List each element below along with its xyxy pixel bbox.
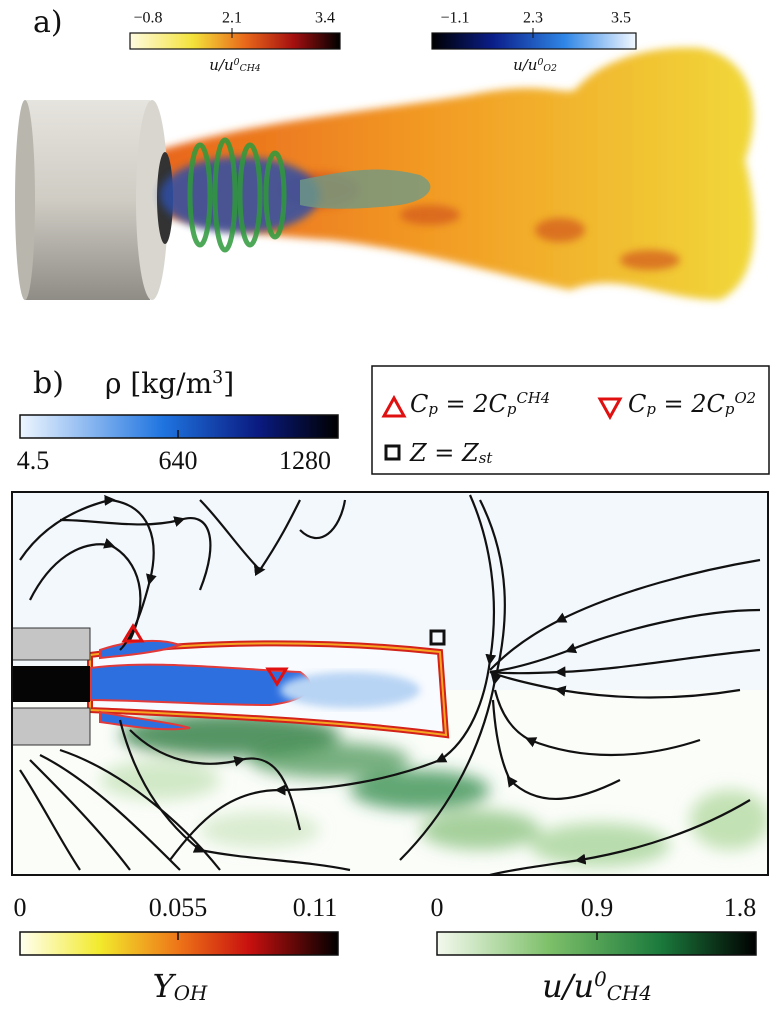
marker-cp-ch4: [121, 623, 145, 643]
tick-label: 0: [431, 893, 444, 922]
marker-cp-o2: [265, 667, 289, 687]
tick-label: 4.5: [17, 446, 50, 475]
legend-box: [371, 365, 770, 475]
tick-label: 0: [14, 893, 27, 922]
isosurface: [300, 169, 431, 209]
injector: [12, 627, 91, 746]
domain-field: [12, 492, 768, 875]
text-part: = 2C: [656, 390, 725, 418]
tick-label: 2.3: [523, 10, 543, 27]
text-part: ρ [kg/m: [105, 367, 212, 400]
text-part: p: [646, 400, 656, 418]
colorbar-title: ρ [kg/m3]: [105, 367, 234, 400]
tick-label: 0.9: [581, 893, 614, 922]
text-part: p: [507, 400, 517, 418]
flame-rendering: [15, 47, 755, 300]
text-part: u/u: [542, 967, 594, 1005]
colorbar: 0 0.055 0.11 YOH: [14, 893, 339, 1005]
injector-core: [12, 666, 90, 702]
colorbar: 4.5 640 1280: [17, 414, 339, 475]
colorbar-gradient: [129, 32, 341, 50]
text-part: u/u: [513, 56, 537, 74]
text-part: O2: [543, 63, 557, 74]
tick-label: −1.1: [440, 10, 469, 27]
tick-label: 3.4: [315, 10, 335, 27]
vortex-rings: [187, 137, 287, 253]
legend-label: Cp = 2CpO2: [628, 389, 756, 418]
text-part: = 2C: [438, 390, 507, 418]
tick-label: 1280: [279, 446, 331, 475]
text-part: CH4: [516, 389, 550, 407]
text-part: C: [410, 390, 428, 418]
legend-marker: [384, 444, 401, 461]
marker-zst: [429, 629, 446, 646]
tick-label: 3.5: [611, 10, 631, 27]
injector-wall: [12, 627, 91, 661]
text-part: Y: [153, 967, 177, 1005]
text-part: CH4: [607, 982, 652, 1005]
colorbar-label: YOH: [153, 967, 208, 1005]
tick-label: 2.1: [222, 10, 242, 27]
text-part: CH4: [240, 63, 261, 74]
colorbar: −0.8 2.1 3.4 u/u0CH4: [129, 10, 341, 74]
colorbar: 0 0.9 1.8 u/u0CH4: [431, 893, 757, 1005]
text-part: OH: [174, 982, 208, 1005]
injector-face: [136, 100, 168, 300]
tick-label: 0.11: [293, 893, 338, 922]
legend-marker: [597, 397, 623, 421]
text-part: 3: [212, 368, 223, 388]
legend-label: Cp = 2CpCH4: [410, 389, 550, 418]
injector-end: [15, 100, 35, 300]
injector-wall: [12, 707, 91, 746]
text-part: C: [628, 390, 646, 418]
colorbar-gradient: [431, 32, 637, 50]
text-part: 0: [234, 57, 240, 68]
tick-label: −0.8: [133, 10, 162, 27]
dense-core-tail: [280, 672, 420, 708]
text-part: 0: [537, 57, 543, 68]
legend: Cp = 2CpCH4 Cp = 2CpO2 Z = Zst: [371, 365, 770, 475]
flame-surface: [160, 47, 755, 300]
legend-marker: [381, 394, 407, 418]
colorbar-gradient: [19, 931, 339, 956]
colorbar-label: u/u0CH4: [542, 967, 652, 1005]
ligaments: [99, 639, 191, 731]
panel-label: a): [33, 5, 63, 40]
text-part: p: [428, 400, 438, 418]
tick-label: 1.8: [724, 893, 757, 922]
tick-label: 0.055: [149, 893, 208, 922]
tick-label: 640: [159, 446, 198, 475]
text-part: p: [725, 400, 735, 418]
colorbar-gradient: [19, 414, 339, 439]
colorbar-label: u/u0CH4: [209, 56, 261, 74]
injector-body: [25, 100, 150, 300]
panel-label: b): [33, 366, 64, 401]
text-part: u/u: [209, 56, 233, 74]
streamlines: [19, 494, 761, 875]
text-part: 0: [594, 968, 607, 991]
text-part: Z = Z: [409, 439, 480, 467]
colorbar: −1.1 2.3 3.5 u/u0O2: [431, 10, 637, 74]
text-part: ]: [223, 367, 234, 400]
colorbar-label: u/u0O2: [513, 56, 557, 74]
text-part: O2: [734, 389, 756, 407]
text-part: st: [479, 449, 493, 467]
legend-label: Z = Zst: [409, 439, 492, 467]
domain-border: [11, 491, 769, 876]
